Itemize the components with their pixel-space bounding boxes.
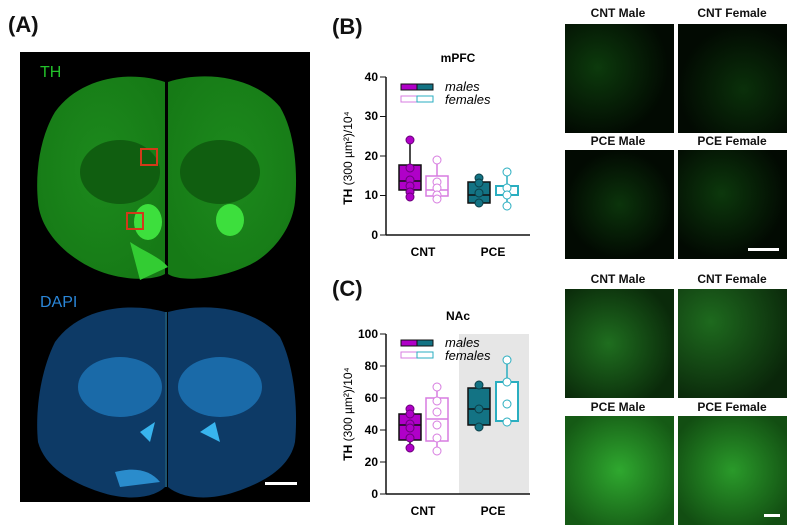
micrograph-c-pce-female <box>678 416 787 525</box>
micro-c-title-1: CNT Male <box>590 272 646 286</box>
dapi-brain-image: DAPI <box>20 282 310 502</box>
th-brain-section <box>37 76 297 280</box>
svg-text:CNT: CNT <box>411 504 436 518</box>
chart-title: NAc <box>446 309 470 323</box>
svg-text:females: females <box>445 348 491 363</box>
nac-boxplot: NAc 0 20 40 60 80 100 TH (300 µm²)/10⁴ m… <box>330 300 550 531</box>
micro-b-title-4: PCE Female <box>697 134 767 148</box>
micrograph-b-pce-male <box>565 150 674 259</box>
scale-bar <box>265 482 297 485</box>
micro-b-title-2: CNT Female <box>697 6 767 20</box>
svg-text:60: 60 <box>365 391 379 405</box>
scale-bar <box>748 248 779 251</box>
micro-c-title-2: CNT Female <box>697 272 767 286</box>
th-channel-label: TH <box>40 64 62 81</box>
svg-text:PCE: PCE <box>481 504 506 518</box>
svg-text:30: 30 <box>365 109 379 123</box>
svg-text:TH (300 µm²)/10⁴: TH (300 µm²)/10⁴ <box>341 367 355 460</box>
svg-text:females: females <box>445 92 491 107</box>
micrograph-b-cnt-male <box>565 24 674 133</box>
micro-b-title-1: CNT Male <box>590 6 646 20</box>
svg-text:80: 80 <box>365 359 379 373</box>
svg-text:0: 0 <box>371 228 378 242</box>
svg-text:20: 20 <box>365 455 379 469</box>
micro-c-title-3: PCE Male <box>590 400 646 414</box>
panel-a-label: (A) <box>8 12 39 37</box>
panel-b-label: (B) <box>332 14 363 39</box>
micro-b-title-3: PCE Male <box>590 134 646 148</box>
dapi-channel-label: DAPI <box>40 294 78 311</box>
micro-c-title-4: PCE Female <box>697 400 767 414</box>
roi-mpfc <box>140 148 158 166</box>
micrograph-b-cnt-female <box>678 24 787 133</box>
svg-text:males: males <box>445 335 480 350</box>
th-brain-image: TH <box>20 52 310 282</box>
svg-text:0: 0 <box>371 487 378 501</box>
svg-text:TH (300 µm²)/10⁴: TH (300 µm²)/10⁴ <box>341 111 355 204</box>
svg-text:PCE: PCE <box>481 245 506 259</box>
scale-bar <box>764 514 780 517</box>
panel-c-label: (C) <box>332 276 363 301</box>
dapi-brain-section <box>37 307 297 498</box>
chart-title: mPFC <box>441 51 476 65</box>
roi-nac <box>126 212 144 230</box>
svg-text:100: 100 <box>358 327 378 341</box>
svg-text:40: 40 <box>365 423 379 437</box>
micrograph-b-pce-female <box>678 150 787 259</box>
svg-text:males: males <box>445 79 480 94</box>
mpfc-boxplot: mPFC 0 10 20 30 40 TH (300 µm²)/10⁴ male… <box>330 40 550 270</box>
svg-text:40: 40 <box>365 70 379 84</box>
svg-text:10: 10 <box>365 188 379 202</box>
svg-text:CNT: CNT <box>411 245 436 259</box>
micrograph-c-cnt-male <box>565 289 674 398</box>
micrograph-c-pce-male <box>565 416 674 525</box>
svg-text:20: 20 <box>365 149 379 163</box>
micrograph-c-cnt-female <box>678 289 787 398</box>
